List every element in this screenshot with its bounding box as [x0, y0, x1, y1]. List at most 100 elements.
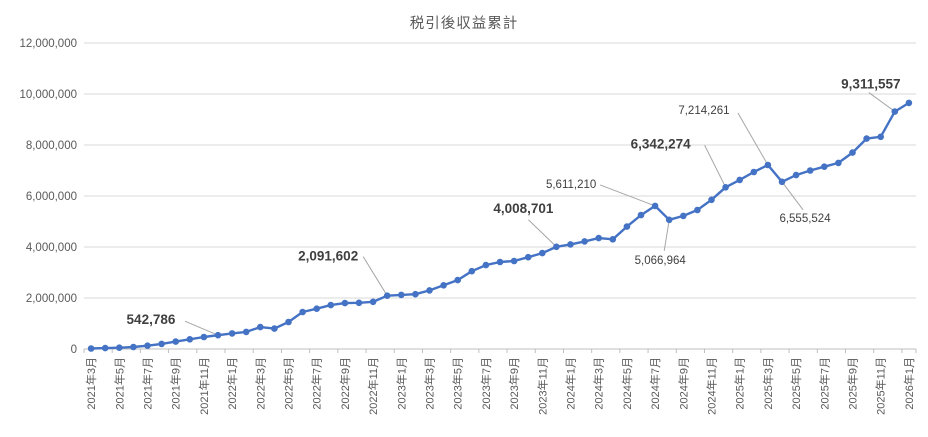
- data-point-marker: [228, 330, 236, 337]
- data-point-marker: [877, 133, 884, 141]
- data-point-marker: [764, 161, 772, 169]
- data-point-marker: [510, 257, 518, 265]
- data-point-marker: [595, 234, 602, 242]
- x-axis-label: 2023年1月: [394, 357, 408, 410]
- x-axis-label: 2026年1月: [902, 357, 916, 410]
- data-point-marker: [524, 253, 532, 261]
- x-axis-label: 2025年9月: [846, 357, 860, 410]
- x-axis-label: 2022年11月: [366, 357, 380, 415]
- x-axis-label: 2022年9月: [338, 357, 352, 410]
- annotation-leader-line: [868, 92, 896, 112]
- y-axis-label: 0: [71, 344, 77, 356]
- y-axis-label: 8,000,000: [26, 140, 77, 152]
- y-axis-label: 6,000,000: [26, 191, 77, 203]
- x-axis-label: 2022年3月: [253, 357, 267, 410]
- y-axis-label: 12,000,000: [19, 38, 77, 50]
- data-point-marker: [905, 99, 913, 107]
- x-axis-label: 2022年7月: [310, 357, 324, 410]
- x-axis-label: 2022年1月: [225, 357, 239, 410]
- data-label: 5,066,964: [635, 255, 687, 267]
- y-axis-label: 10,000,000: [19, 89, 77, 101]
- data-point-marker: [87, 345, 95, 352]
- data-point-marker: [863, 135, 870, 142]
- data-point-marker: [271, 325, 278, 332]
- annotation-leader-line: [737, 112, 769, 166]
- data-point-marker: [482, 261, 490, 269]
- data-point-marker: [665, 216, 673, 224]
- data-point-marker: [214, 331, 222, 339]
- x-axis-label: 2022年5月: [281, 357, 295, 410]
- x-axis-label: 2024年3月: [592, 357, 606, 410]
- data-label-bold: 542,786: [127, 312, 176, 327]
- data-label-bold: 2,091,602: [298, 249, 358, 264]
- x-axis-label: 2021年3月: [84, 357, 98, 410]
- data-label: 6,555,524: [779, 213, 831, 225]
- data-point-marker: [313, 305, 321, 313]
- data-point-marker: [383, 292, 391, 300]
- x-axis-label: 2025年11月: [874, 357, 888, 415]
- annotation-leader-line: [184, 320, 219, 336]
- data-point-marker: [609, 236, 617, 243]
- data-label: 7,214,261: [678, 105, 729, 117]
- x-axis-label: 2024年11月: [705, 357, 719, 415]
- data-point-marker: [285, 318, 292, 326]
- data-point-marker: [806, 167, 814, 174]
- x-axis-label: 2025年7月: [817, 357, 831, 410]
- annotation-leader-line: [663, 219, 670, 251]
- x-axis-label: 2023年11月: [535, 357, 549, 415]
- x-axis-label: 2021年9月: [169, 357, 183, 410]
- x-axis-label: 2024年7月: [648, 357, 662, 410]
- data-label-bold: 6,342,274: [631, 136, 692, 151]
- chart-line: [89, 101, 911, 350]
- data-point-marker: [778, 178, 786, 186]
- data-point-marker: [722, 184, 729, 191]
- x-axis-label: 2024年1月: [564, 357, 578, 410]
- data-point-marker: [369, 298, 377, 306]
- data-point-marker: [355, 299, 363, 307]
- data-point-marker: [257, 323, 264, 331]
- data-point-marker: [891, 108, 899, 115]
- data-point-marker: [186, 336, 194, 343]
- data-point-marker: [468, 267, 476, 275]
- data-point-marker: [567, 241, 574, 248]
- data-label-bold: 4,008,701: [493, 201, 554, 216]
- annotation-leader-line: [704, 145, 727, 188]
- data-point-marker: [116, 344, 123, 352]
- data-point-marker: [398, 291, 405, 299]
- data-point-marker: [821, 163, 828, 170]
- x-axis-label: 2024年9月: [676, 357, 690, 410]
- data-label: 5,611,210: [546, 179, 596, 191]
- data-point-marker: [172, 338, 179, 345]
- annotation-leader-line: [528, 219, 557, 248]
- data-point-marker: [341, 299, 349, 307]
- data-label-bold: 9,311,557: [841, 77, 900, 92]
- data-point-marker: [623, 223, 631, 230]
- data-point-marker: [651, 202, 659, 210]
- data-point-marker: [680, 212, 687, 220]
- x-axis-label: 2023年3月: [422, 357, 436, 410]
- data-point-marker: [158, 340, 165, 348]
- x-axis-label: 2021年7月: [140, 357, 154, 410]
- x-axis-label: 2024年5月: [620, 357, 634, 410]
- data-point-marker: [792, 171, 800, 179]
- data-point-marker: [539, 249, 546, 257]
- data-point-marker: [694, 206, 701, 214]
- data-point-marker: [426, 287, 433, 294]
- data-point-marker: [144, 342, 151, 350]
- data-point-marker: [454, 276, 462, 284]
- data-point-marker: [101, 344, 109, 352]
- data-point-marker: [708, 196, 715, 204]
- data-point-marker: [553, 243, 560, 251]
- data-point-marker: [242, 328, 250, 336]
- data-point-marker: [736, 176, 743, 184]
- annotation-leader-line: [781, 181, 804, 211]
- y-axis-label: 4,000,000: [26, 242, 77, 254]
- x-axis-label: 2025年3月: [761, 357, 775, 410]
- data-point-marker: [412, 290, 419, 298]
- data-point-marker: [130, 343, 137, 351]
- data-point-marker: [849, 149, 856, 156]
- data-point-marker: [299, 308, 306, 316]
- data-point-marker: [637, 211, 645, 219]
- data-point-marker: [496, 258, 504, 266]
- data-point-marker: [440, 282, 447, 289]
